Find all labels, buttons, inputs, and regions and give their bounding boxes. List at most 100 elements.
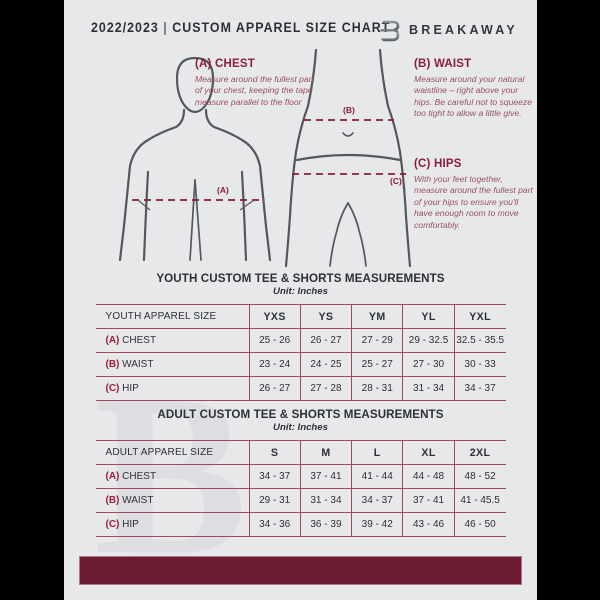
header-title-group: 2022/2023 | CUSTOM APPAREL SIZE CHART [91,20,390,35]
table-header-row: ADULT APPAREL SIZE S M L XL 2XL [95,440,506,465]
measurement-value-cell: 43 - 46 [402,512,455,537]
breakaway-b-logo-icon [377,18,403,44]
measurement-value-cell: 25 - 27 [351,352,404,377]
hips-caption-title: (C) HIPS [414,158,462,170]
waist-caption-text: Measure around your natural waistline – … [414,74,533,119]
youth-table-title: YOUTH CUSTOM TEE & SHORTS MEASUREMENTS [156,272,445,285]
measurement-value-cell: 34 - 36 [249,512,301,537]
measurement-value-cell: 31 - 34 [300,488,353,513]
measurement-code: (C) [105,519,120,530]
waist-caption: (B) WAIST Measure around your natural wa… [414,58,534,120]
measurement-diagram: (A) (B) (C) (A) CHEST Measure around the… [64,48,537,268]
measurement-name-cell: (C) HIP [95,512,250,537]
page-header: 2022/2023 | CUSTOM APPAREL SIZE CHART [64,18,537,44]
measurement-value-cell: 30 - 33 [454,352,506,377]
measurement-value-cell: 48 - 52 [454,464,506,489]
measurement-value-cell: 23 - 24 [249,352,301,377]
measurement-name-cell: (A) CHEST [95,464,250,489]
measurement-code: (B) [105,495,120,506]
measurement-value-cell: 46 - 50 [454,512,506,537]
waist-marker-label: (B) [343,105,355,115]
brand-name: BREAKAWAY [409,23,518,37]
measurement-value-cell: 27 - 28 [300,376,353,401]
chest-caption-title: (A) CHEST [195,58,255,70]
size-header-ym: YM [351,304,404,329]
size-header-2xl: 2XL [454,440,506,465]
size-header-yl: YL [402,304,455,329]
table-row: (B) WAIST 29 - 31 31 - 34 34 - 37 37 - 41 41 … [95,488,506,513]
size-header-ys: YS [300,304,353,329]
measurement-value-cell: 27 - 30 [402,352,455,377]
body-figures-illustration [118,48,412,268]
table-row: (A) CHEST 25 - 26 26 - 27 27 - 29 29 - 32.5 3… [95,328,506,353]
table-row: (C) HIP 26 - 27 27 - 28 28 - 31 31 - 34 34 - … [95,376,506,401]
measurement-code: (A) [105,471,120,482]
measurement-value-cell: 24 - 25 [300,352,353,377]
measurement-value-cell: 29 - 32.5 [402,328,455,353]
adult-table-title: ADULT CUSTOM TEE & SHORTS MEASUREMENTS [157,408,444,421]
adult-table-unit: Unit: Inches [273,422,328,433]
measurement-value-cell: 34 - 37 [351,488,404,513]
measurement-value-cell: 26 - 27 [249,376,301,401]
youth-size-table: YOUTH APPAREL SIZE YXS YS YM YL YXL (A) CHEST 2… [95,304,506,401]
chest-marker-label: (A) [217,185,229,195]
size-column-header: ADULT APPAREL SIZE [95,440,250,465]
table-row: (C) HIP 34 - 36 36 - 39 39 - 42 43 - 46 46 - … [95,512,506,537]
measurement-value-cell: 32.5 - 35.5 [454,328,506,353]
measurement-value-cell: 39 - 42 [351,512,404,537]
waist-caption-title: (B) WAIST [414,58,472,70]
measurement-name-cell: (B) WAIST [95,488,250,513]
measurement-value-cell: 41 - 45.5 [454,488,506,513]
table-header-row: YOUTH APPAREL SIZE YXS YS YM YL YXL [95,304,506,329]
table-row: (B) WAIST 23 - 24 24 - 25 25 - 27 27 - 30 30 … [95,352,506,377]
measurement-name-cell: (C) HIP [95,376,250,401]
measurement-value-cell: 27 - 29 [351,328,404,353]
measurement-label: CHEST [119,335,157,346]
size-header-m: M [300,440,353,465]
hips-caption: (C) HIPS With your feet together, measur… [414,158,536,231]
page-title: CUSTOM APPAREL SIZE CHART [172,20,391,35]
size-column-header: YOUTH APPAREL SIZE [95,304,250,329]
youth-table-unit: Unit: Inches [273,286,328,297]
hips-marker-label: (C) [390,176,402,186]
size-header-l: L [351,440,404,465]
size-header-yxl: YXL [454,304,506,329]
measurement-value-cell: 34 - 37 [249,464,301,489]
measurement-code: (A) [105,335,120,346]
measurement-code: (C) [105,383,120,394]
youth-table-body: YOUTH APPAREL SIZE YXS YS YM YL YXL (A) CHEST 2… [95,304,506,401]
measurement-value-cell: 37 - 41 [300,464,353,489]
measurement-name-cell: (A) CHEST [95,328,250,353]
measurement-value-cell: 25 - 26 [249,328,301,353]
measurement-value-cell: 26 - 27 [300,328,353,353]
measurement-value-cell: 36 - 39 [300,512,353,537]
measurement-value-cell: 29 - 31 [249,488,301,513]
chest-caption: (A) CHEST Measure around the fullest par… [195,58,320,108]
hips-caption-text: With your feet together, measure around … [414,174,533,230]
measurement-value-cell: 44 - 48 [402,464,455,489]
measurement-value-cell: 41 - 44 [351,464,404,489]
measurement-value-cell: 37 - 41 [402,488,455,513]
measurement-label: HIP [119,519,139,530]
measurement-code: (B) [105,359,120,370]
size-chart-page: B 2022/2023 | CUSTOM APPAREL SIZE CHART [64,0,537,600]
measurement-name-cell: (B) WAIST [95,352,250,377]
youth-table-block: YOUTH CUSTOM TEE & SHORTS MEASUREMENTS U… [64,272,537,401]
header-season: 2022/2023 [91,20,159,35]
measurement-value-cell: 28 - 31 [351,376,404,401]
footer-bar [79,556,522,585]
size-header-xl: XL [402,440,455,465]
chest-caption-text: Measure around the fullest part of your … [195,74,314,107]
size-header-yxs: YXS [249,304,301,329]
adult-table-block: ADULT CUSTOM TEE & SHORTS MEASUREMENTS U… [64,408,537,537]
adult-table-body: ADULT APPAREL SIZE S M L XL 2XL (A) CHEST 34 - … [95,440,506,537]
adult-size-table: ADULT APPAREL SIZE S M L XL 2XL (A) CHEST 34 - … [95,440,506,537]
table-row: (A) CHEST 34 - 37 37 - 41 41 - 44 44 - 48 48 … [95,464,506,489]
header-separator: | [163,20,168,35]
measurement-value-cell: 31 - 34 [402,376,455,401]
measurement-label: CHEST [119,471,157,482]
measurement-label: WAIST [119,495,154,506]
size-header-s: S [249,440,301,465]
measurement-value-cell: 34 - 37 [454,376,506,401]
